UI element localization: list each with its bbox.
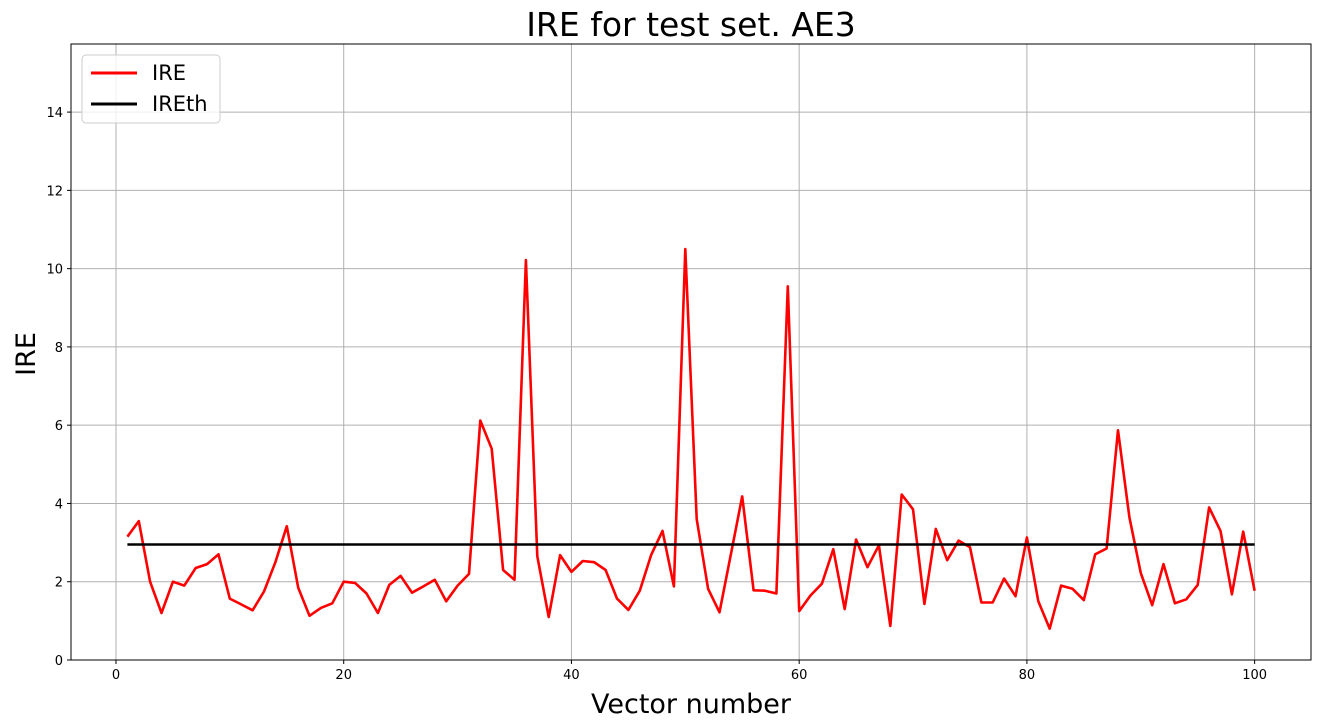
legend-label-ire: IRE bbox=[152, 61, 186, 85]
x-tick-label: 100 bbox=[1242, 668, 1267, 683]
y-tick-label: 6 bbox=[55, 419, 63, 434]
legend: IRE IREth bbox=[81, 54, 221, 124]
chart-title: IRE for test set. AE3 bbox=[526, 5, 856, 44]
x-tick-label: 20 bbox=[335, 668, 352, 683]
x-tick-label: 80 bbox=[1019, 668, 1036, 683]
y-tick-label: 0 bbox=[55, 654, 63, 669]
x-tick-label: 0 bbox=[112, 668, 120, 683]
plot-lines bbox=[126, 247, 1256, 631]
y-tick-label: 4 bbox=[55, 497, 63, 512]
x-tick-label: 60 bbox=[791, 668, 808, 683]
axes-frame bbox=[70, 43, 1312, 661]
y-tick-label: 2 bbox=[55, 576, 63, 591]
y-axis-label: IRE bbox=[11, 332, 42, 376]
x-axis-label: Vector number bbox=[591, 689, 792, 720]
y-tick-label: 8 bbox=[55, 341, 63, 356]
y-tick-label: 14 bbox=[46, 106, 63, 121]
y-tick-label: 10 bbox=[46, 263, 63, 278]
series-line-ire bbox=[126, 247, 1256, 631]
ticks: 0 20 40 60 80 100 0 2 4 6 8 10 12 14 bbox=[46, 106, 1267, 683]
x-tick-label: 40 bbox=[563, 668, 580, 683]
grid bbox=[71, 44, 1311, 661]
legend-label-ireth: IREth bbox=[152, 92, 208, 116]
y-tick-label: 12 bbox=[46, 184, 63, 199]
